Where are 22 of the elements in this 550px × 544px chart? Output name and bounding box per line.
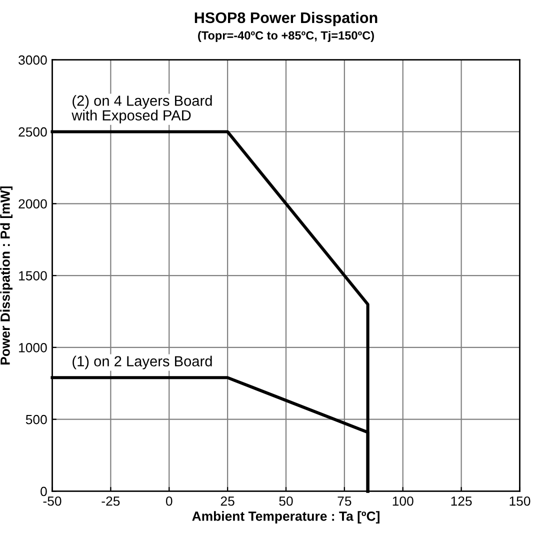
x-tick-label: 25 xyxy=(220,496,234,506)
series-label: (2) on 4 Layers Board with Exposed PAD xyxy=(72,95,212,124)
x-tick-label: 125 xyxy=(451,496,472,506)
y-tick-label: 2500 xyxy=(18,127,47,137)
y-tick-label: 0 xyxy=(40,486,47,496)
x-tick-label: 100 xyxy=(392,496,414,506)
y-tick-label: 500 xyxy=(26,414,47,424)
y-tick-label: 1500 xyxy=(19,271,47,280)
x-tick-label: 0 xyxy=(166,496,172,506)
y-tick-label: 2000 xyxy=(18,199,47,209)
x-axis-title: Ambient Temperature : Ta [ºC] xyxy=(192,511,380,524)
x-tick-label: 75 xyxy=(338,496,352,506)
chart-subtitle: (Topr=-40ºC to +85ºC, Tj=150ºC) xyxy=(198,30,374,42)
chart-title: HSOP8 Power Disspation xyxy=(194,12,378,26)
y-tick-label: 1000 xyxy=(19,343,47,352)
series-label: (1) on 2 Layers Board xyxy=(72,356,212,370)
x-tick-label: 50 xyxy=(279,496,293,506)
y-tick-label: 3000 xyxy=(18,55,47,65)
x-tick-label: 150 xyxy=(510,496,530,506)
x-tick-label: -25 xyxy=(102,496,120,506)
x-tick-label: -50 xyxy=(43,496,62,506)
y-axis-title: Power Dissipation : Pd [mW] xyxy=(0,186,12,364)
